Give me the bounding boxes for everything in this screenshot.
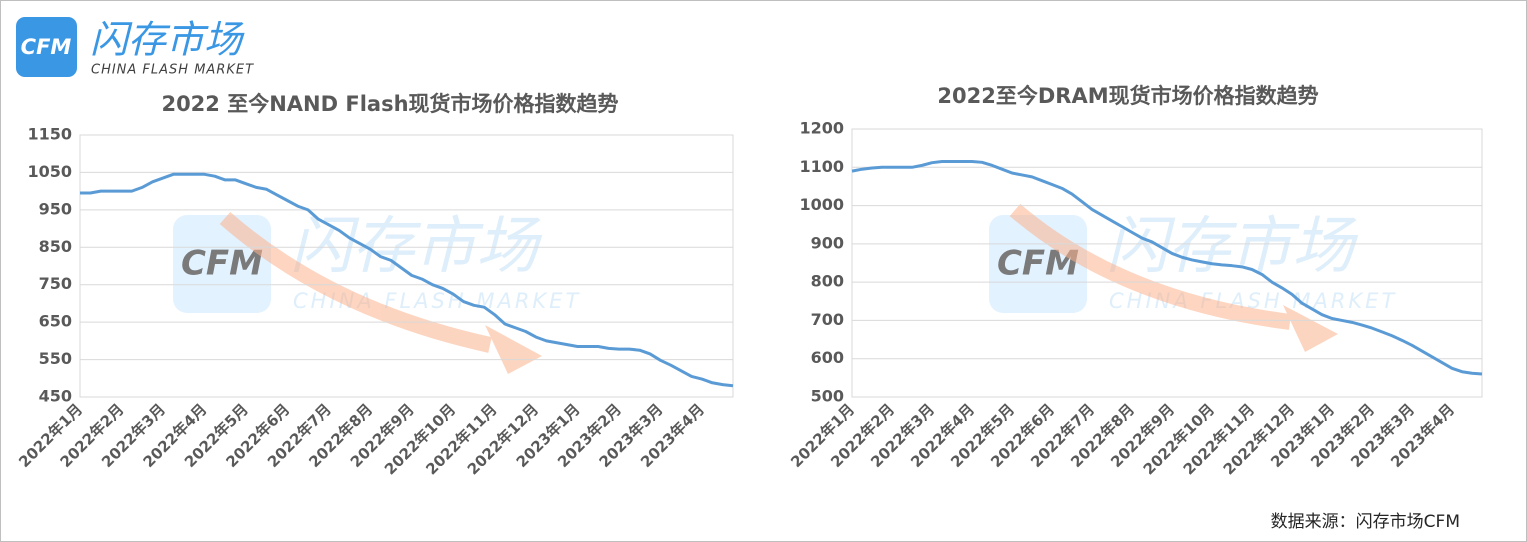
y-tick-label: 450 [39,387,72,406]
y-tick-label: 850 [39,237,72,256]
data-line [80,172,734,388]
y-tick-label: 1100 [799,157,844,176]
y-tick-label: 1150 [27,125,72,144]
y-tick-label: 600 [811,348,844,367]
y-tick-label: 950 [39,199,72,218]
y-tick-label: 750 [39,274,72,293]
logo-box [16,17,77,77]
trend-arrow [219,211,492,353]
arrow-head [485,325,542,374]
watermark-name: 闪存市场 [290,209,543,282]
y-tick-label: 550 [39,349,72,368]
y-tick-label: 1000 [799,195,844,214]
source-note: 数据来源：闪存市场CFM [1271,512,1460,532]
y-tick-label: 1050 [27,162,72,181]
watermark-name: 闪存市场 [1106,209,1359,282]
arrow-head [1283,305,1338,352]
y-tick-label: 500 [811,387,844,406]
chart-title: 2022至今DRAM现货市场价格指数趋势 [937,84,1318,108]
trend-arrows [219,203,1338,374]
y-tick-label: 700 [811,310,844,329]
y-tick-label: 800 [811,272,844,291]
logo-mark: CFM [21,35,72,59]
plot-border [79,134,734,398]
y-tick-label: 650 [39,312,72,331]
data-line [851,160,1483,376]
chart-title: 2022 至今NAND Flash现货市场价格指数趋势 [161,92,618,116]
y-tick-label: 900 [811,233,844,252]
y-tick-label: 1200 [799,119,844,138]
logo-subtitle: CHINA FLASH MARKET [91,63,254,78]
logo-name: 闪存市场 [90,18,245,62]
plot-border [851,128,1483,398]
watermark-mark: CFM [181,244,263,284]
trend-arrow [1009,203,1292,330]
